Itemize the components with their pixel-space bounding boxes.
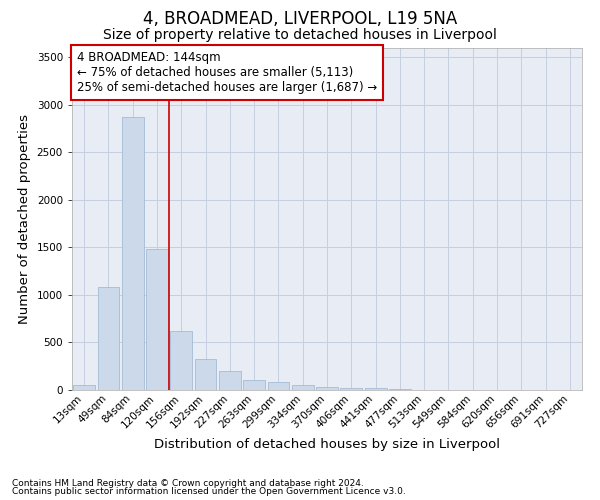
Bar <box>243 380 265 390</box>
Y-axis label: Number of detached properties: Number of detached properties <box>18 114 31 324</box>
Bar <box>316 387 338 390</box>
Bar <box>219 372 241 390</box>
Bar <box>340 388 362 390</box>
Text: Contains HM Land Registry data © Crown copyright and database right 2024.: Contains HM Land Registry data © Crown c… <box>12 478 364 488</box>
Bar <box>268 382 289 390</box>
Text: 4 BROADMEAD: 144sqm
← 75% of detached houses are smaller (5,113)
25% of semi-det: 4 BROADMEAD: 144sqm ← 75% of detached ho… <box>77 51 377 94</box>
X-axis label: Distribution of detached houses by size in Liverpool: Distribution of detached houses by size … <box>154 438 500 451</box>
Bar <box>122 117 143 390</box>
Bar <box>146 249 168 390</box>
Bar <box>194 358 217 390</box>
Text: Contains public sector information licensed under the Open Government Licence v3: Contains public sector information licen… <box>12 487 406 496</box>
Bar <box>97 287 119 390</box>
Text: 4, BROADMEAD, LIVERPOOL, L19 5NA: 4, BROADMEAD, LIVERPOOL, L19 5NA <box>143 10 457 28</box>
Text: Size of property relative to detached houses in Liverpool: Size of property relative to detached ho… <box>103 28 497 42</box>
Bar <box>170 330 192 390</box>
Bar <box>365 388 386 390</box>
Bar <box>73 385 95 390</box>
Bar <box>292 385 314 390</box>
Bar <box>389 389 411 390</box>
